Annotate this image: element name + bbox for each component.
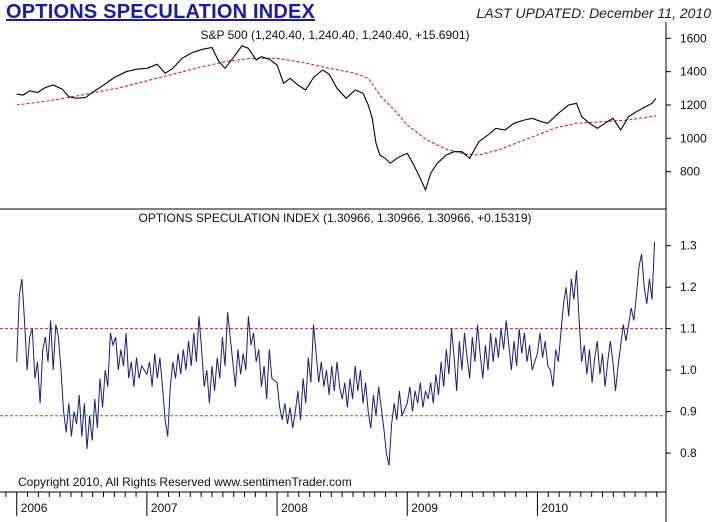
year-tick-label: 2008 (281, 501, 308, 515)
osi-ytick-label: 1.3 (680, 239, 697, 253)
last-updated-label: LAST UPDATED: December 11, 2010 (476, 5, 711, 21)
year-tick-label: 2010 (541, 501, 568, 515)
year-tick-label: 2009 (411, 501, 438, 515)
sp500-price-line (16, 45, 657, 192)
sp500-ytick-label: 1000 (680, 131, 707, 145)
page-title: OPTIONS SPECULATION INDEX (6, 1, 316, 23)
sp500-title: S&P 500 (1,240.40, 1,240.40, 1,240.40, +… (201, 28, 470, 42)
osi-ytick-label: 0.9 (680, 405, 697, 419)
year-tick-label: 2006 (21, 501, 48, 515)
osi-ytick-label: 0.8 (680, 446, 697, 460)
time-axis: 2006 2007 2008 2009 2010 (5, 492, 658, 516)
osi-ytick-label: 1.0 (680, 363, 697, 377)
chart-frame (0, 22, 667, 522)
osi-title: OPTIONS SPECULATION INDEX (1.30966, 1.30… (139, 211, 532, 225)
osi-panel: OPTIONS SPECULATION INDEX (1.30966, 1.30… (0, 211, 697, 466)
osi-line (16, 241, 656, 466)
sp500-panel: S&P 500 (1,240.40, 1,240.40, 1,240.40, +… (16, 28, 707, 192)
osi-ytick-label: 1.2 (680, 280, 697, 294)
sp500-ytick-label: 1400 (680, 65, 707, 79)
sp500-ytick-label: 1200 (680, 98, 707, 112)
sp500-ytick-label: 800 (680, 165, 700, 179)
copyright-text: Copyright 2010, All Rights Reserved www.… (18, 475, 352, 489)
year-tick-label: 2007 (151, 501, 178, 515)
osi-ytick-label: 1.1 (680, 322, 697, 336)
sp500-moving-average-line (16, 57, 656, 156)
sp500-ytick-label: 1600 (680, 31, 707, 45)
